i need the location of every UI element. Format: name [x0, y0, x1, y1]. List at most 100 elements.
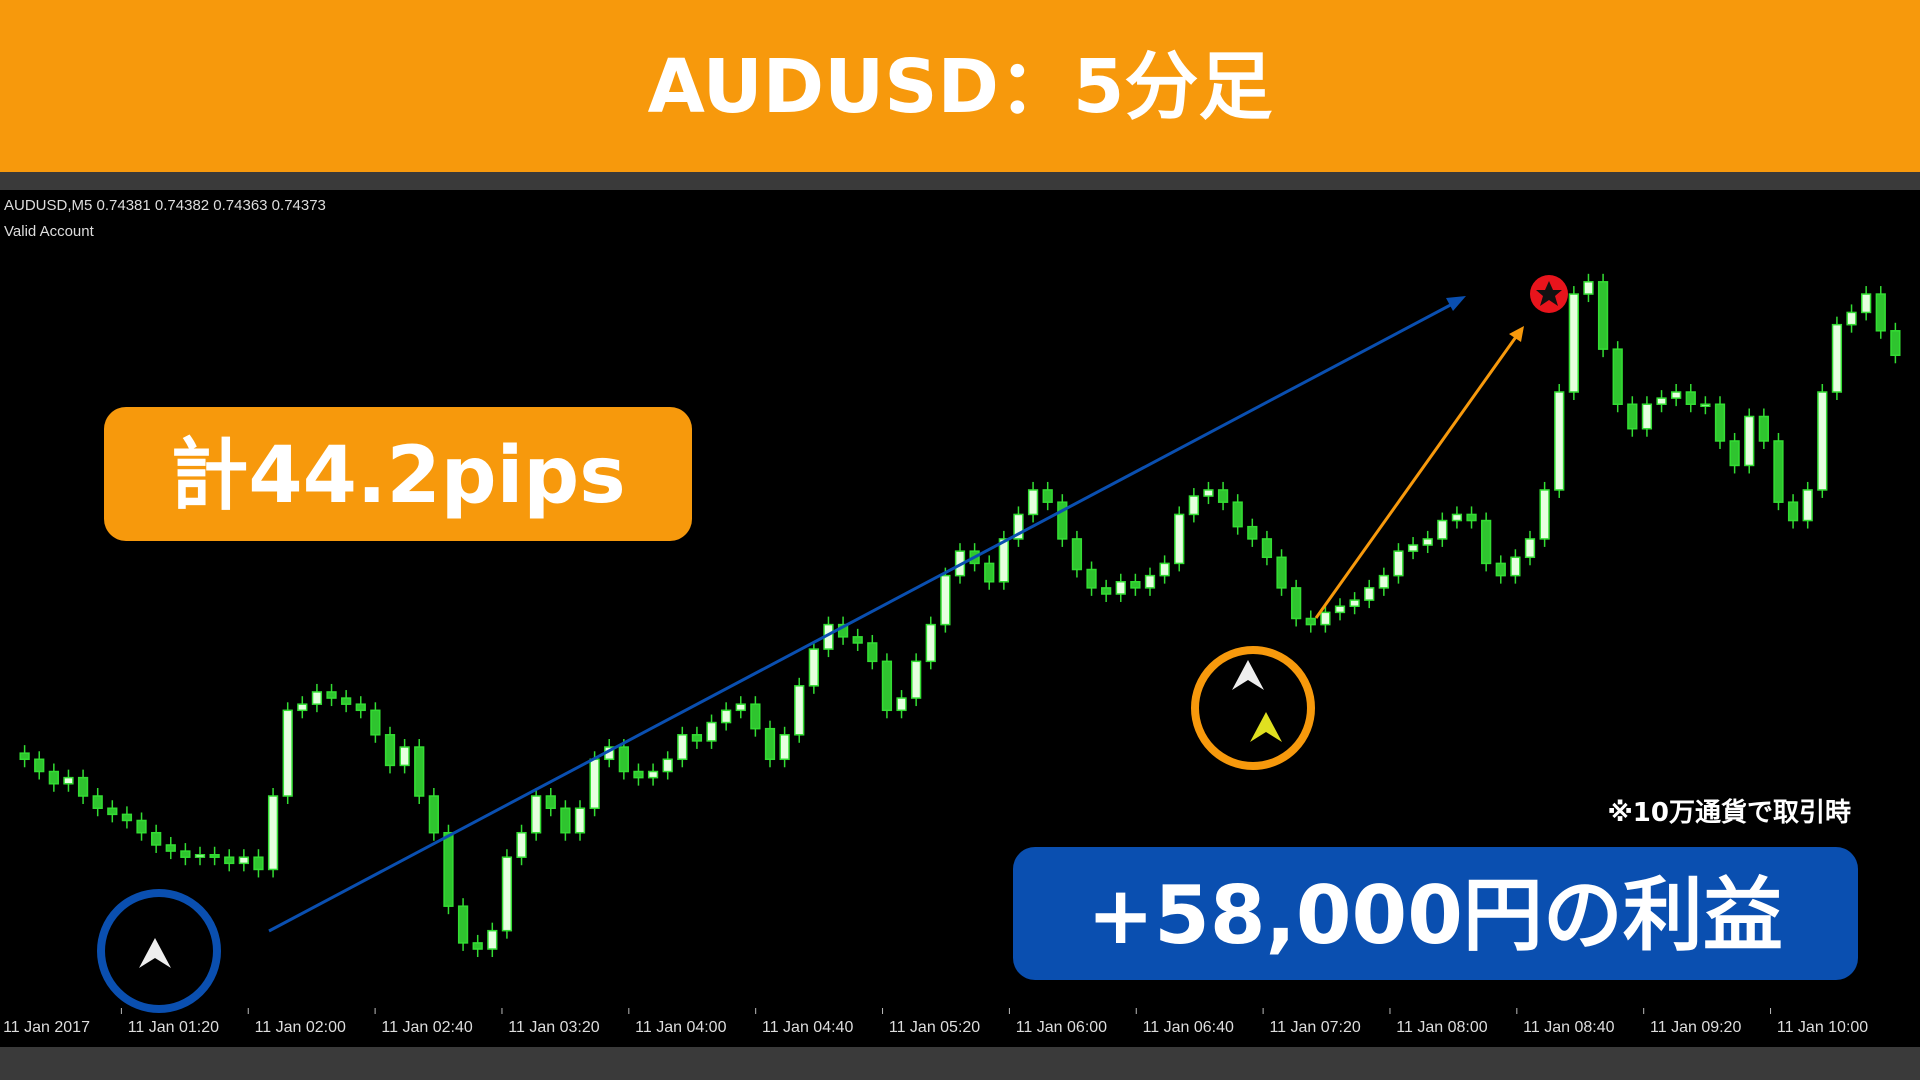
candle — [1291, 587, 1302, 620]
candle — [428, 795, 439, 834]
candle — [1130, 581, 1141, 589]
candle — [414, 746, 425, 797]
candle — [1320, 611, 1331, 626]
candle — [1524, 538, 1536, 559]
candle — [881, 660, 893, 712]
candle — [1364, 587, 1375, 601]
candle — [750, 703, 761, 730]
candle — [794, 685, 805, 736]
x-axis: 11 Jan 2017 11 Jan 01:20 11 Jan 02:00 11 Ja… — [3, 1008, 1868, 1036]
candle — [1510, 556, 1521, 577]
candle — [472, 942, 483, 950]
candle — [1568, 293, 1579, 393]
x-tick-label: 11 Jan 06:40 — [1143, 1019, 1234, 1036]
candle — [1846, 311, 1857, 326]
candle — [1612, 348, 1623, 405]
candle — [443, 831, 454, 907]
candle — [1057, 501, 1068, 540]
profit-text: +58,000円の利益 — [1087, 869, 1783, 962]
candle — [1495, 562, 1506, 577]
candle — [1203, 489, 1214, 497]
candle — [706, 721, 717, 742]
candle — [1861, 293, 1872, 314]
candle — [1671, 391, 1682, 399]
x-tick-label: 11 Jan 2017 — [3, 1019, 90, 1036]
candle — [911, 660, 922, 699]
candle — [1027, 489, 1039, 516]
candle — [1188, 495, 1199, 516]
candle — [1422, 538, 1433, 546]
candle — [574, 807, 586, 834]
candle — [1685, 391, 1696, 405]
candle — [1451, 513, 1463, 522]
candle — [896, 697, 907, 712]
candle — [77, 776, 89, 797]
candle — [48, 770, 59, 785]
candle — [1349, 599, 1360, 607]
candle — [721, 709, 732, 724]
candle — [1802, 489, 1813, 522]
candle — [1466, 513, 1477, 522]
footer-bar — [0, 1047, 1920, 1080]
candle — [1773, 440, 1784, 503]
candle — [1115, 581, 1126, 595]
buy-signal — [1250, 712, 1282, 742]
candle — [1817, 391, 1828, 491]
candle — [311, 691, 323, 705]
x-tick-label: 11 Jan 05:20 — [889, 1019, 980, 1036]
candle — [1247, 525, 1258, 540]
candle — [1232, 501, 1243, 528]
candle — [209, 854, 220, 858]
x-tick-label: 11 Jan 08:40 — [1523, 1019, 1614, 1036]
candle — [253, 856, 264, 871]
candle — [1159, 562, 1170, 577]
header-bar — [0, 0, 1920, 172]
candle — [984, 562, 995, 583]
candle — [151, 831, 162, 846]
candle — [1407, 544, 1419, 552]
candle — [1554, 391, 1565, 491]
candle — [1787, 501, 1799, 522]
candle — [1758, 415, 1769, 442]
candle — [940, 574, 951, 626]
candle — [1071, 538, 1083, 571]
x-tick-label: 11 Jan 03:20 — [508, 1019, 599, 1036]
candle — [808, 648, 819, 687]
candle — [267, 795, 279, 871]
candle — [1174, 513, 1185, 565]
buy-signal — [139, 938, 171, 968]
candle — [516, 831, 527, 858]
candle — [341, 697, 352, 705]
x-tick-label: 11 Jan 10:00 — [1777, 1019, 1868, 1036]
candle — [1393, 550, 1404, 577]
candle — [1261, 538, 1273, 559]
entry-circle — [97, 889, 221, 1013]
candle — [618, 746, 629, 773]
note-text: ※10万通貨で取引時 — [1608, 797, 1851, 828]
candle — [1042, 489, 1053, 503]
candle — [326, 691, 337, 699]
candle — [852, 636, 863, 644]
candle — [121, 813, 133, 822]
candle — [370, 709, 381, 736]
arrow-head — [1446, 296, 1466, 311]
candle — [1831, 323, 1843, 393]
candle — [1583, 281, 1594, 295]
trend-arrow — [268, 299, 1459, 933]
x-tick-label: 11 Jan 09:20 — [1650, 1019, 1741, 1036]
pips-text: 計44.2pips — [170, 431, 625, 521]
candle — [34, 758, 45, 773]
x-tick-label: 11 Jan 04:00 — [635, 1019, 726, 1036]
candle — [165, 844, 176, 852]
candle — [531, 795, 542, 834]
profit-box — [1013, 847, 1858, 980]
buy-signal — [1232, 660, 1264, 690]
candle — [487, 929, 498, 950]
x-tick-label: 11 Jan 07:20 — [1269, 1019, 1360, 1036]
candle — [560, 807, 571, 834]
candle — [633, 770, 644, 779]
candle — [662, 758, 673, 773]
x-tick-label: 11 Jan 02:00 — [255, 1019, 346, 1036]
candle — [1276, 556, 1287, 589]
